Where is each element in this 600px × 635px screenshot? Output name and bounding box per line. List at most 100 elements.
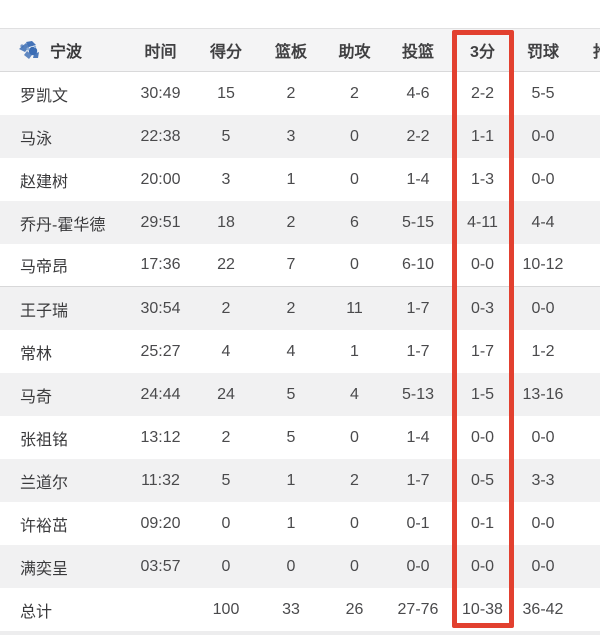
stat-ft: 13-16 <box>522 385 564 403</box>
stat-reb: 1 <box>286 170 296 188</box>
player-name: 马奇 <box>20 388 53 406</box>
col-header-pts: 得分 <box>209 44 242 61</box>
box-score-table[interactable]: 宁波 时间得分篮板助攻投篮3分罚球抢 罗凯文30:4915224-62-25-5… <box>0 28 600 631</box>
stat-ast: 11 <box>346 299 363 317</box>
stat-reb: 4 <box>286 342 296 360</box>
stat-fg: 5-15 <box>401 213 435 231</box>
stat-fg: 1-7 <box>406 342 430 360</box>
table-body: 罗凯文 30:49 15 2 2 4-6 2-2 5-5 马泳 22:38 5 3 0 2-2 1-1 0-0… <box>0 72 600 631</box>
stat-time: 24:44 <box>140 385 181 403</box>
stat-ft: 5-5 <box>531 84 555 102</box>
player-name: 乔丹-霍华德 <box>20 216 106 234</box>
stat-fg: 27-76 <box>397 600 439 618</box>
stat-fg: 1-4 <box>406 170 430 188</box>
stat-pts: 24 <box>217 385 235 403</box>
stat-tp: 0-0 <box>470 557 495 575</box>
player-row: 许裕茁 09:20 0 1 0 0-1 0-1 0-0 <box>0 502 600 545</box>
stat-tp: 4-11 <box>467 213 498 231</box>
table-header-row: 宁波 时间 得分 篮板 助攻 投篮 3分 罚球抢 <box>0 28 600 72</box>
col-header-time: 时间 <box>144 44 177 61</box>
stat-reb: 1 <box>286 471 296 489</box>
stat-reb: 33 <box>282 600 300 618</box>
stat-tp: 2-2 <box>470 84 495 102</box>
stat-ft: 4-4 <box>531 213 555 231</box>
top-whitespace <box>0 0 600 28</box>
stat-pts: 2 <box>221 428 231 446</box>
stat-fg: 1-7 <box>406 299 430 317</box>
player-name: 马帝昂 <box>20 259 69 276</box>
stat-tp: 0-3 <box>470 299 495 317</box>
stat-fg: 4-6 <box>406 84 430 102</box>
stat-pts: 100 <box>212 600 240 618</box>
stat-pts: 2 <box>221 299 231 317</box>
player-name: 兰道尔 <box>20 474 69 492</box>
player-row: 赵建树 20:00 3 1 0 1-4 1-3 0-0 <box>0 158 600 201</box>
stat-ast: 0 <box>350 127 359 145</box>
player-row: 罗凯文 30:49 15 2 2 4-6 2-2 5-5 <box>0 72 600 115</box>
stat-tp: 1-1 <box>470 127 495 145</box>
stat-tp: 1-3 <box>470 170 495 188</box>
stat-ft: 3-3 <box>531 471 555 489</box>
stat-ft: 10-12 <box>522 256 564 273</box>
col-header-partial: 抢 <box>571 38 600 62</box>
stat-ast: 0 <box>350 170 359 188</box>
stat-tp: 1-5 <box>470 385 495 403</box>
stat-time: 11:32 <box>141 471 180 489</box>
stat-time: 09:20 <box>140 514 181 532</box>
player-row: 马奇 24:44 24 5 4 5-13 1-5 13-16 <box>0 373 600 416</box>
stat-reb: 1 <box>286 514 296 532</box>
stat-ast: 26 <box>345 600 364 618</box>
player-row: 兰道尔 11:32 5 1 2 1-7 0-5 3-3 <box>0 459 600 502</box>
stat-fg: 1-4 <box>406 428 430 446</box>
player-name: 许裕茁 <box>20 517 69 535</box>
stat-ft: 0-0 <box>531 557 555 575</box>
player-name: 马泳 <box>20 130 53 148</box>
stat-pts: 5 <box>221 471 231 489</box>
player-row: 王子瑞 30:54 2 2 11 1-7 0-3 0-0 <box>0 287 600 330</box>
stat-pts: 0 <box>221 514 231 532</box>
stat-pts: 4 <box>221 342 231 360</box>
stat-pts: 15 <box>217 84 235 102</box>
stat-time: 29:51 <box>140 213 181 231</box>
stat-ast: 0 <box>350 428 359 446</box>
stat-ast: 6 <box>350 213 359 231</box>
stat-reb: 3 <box>286 127 296 145</box>
totals-label: 总计 <box>20 603 53 621</box>
stat-time: 13:12 <box>140 428 181 446</box>
stat-ast: 0 <box>350 256 359 273</box>
stat-time: 30:54 <box>140 299 181 317</box>
stat-reb: 2 <box>286 299 296 317</box>
stat-time: 25:27 <box>140 342 181 360</box>
stat-reb: 2 <box>286 213 296 231</box>
stat-ft: 0-0 <box>531 514 555 532</box>
stat-ast: 2 <box>350 84 359 102</box>
stat-reb: 0 <box>286 557 296 575</box>
stat-fg: 0-1 <box>406 514 430 532</box>
team-header-cell[interactable]: 宁波 <box>0 38 128 62</box>
player-row: 常林 25:27 4 4 1 1-7 1-7 1-2 <box>0 330 600 373</box>
player-name: 常林 <box>20 345 53 363</box>
stat-ft: 0-0 <box>531 127 555 145</box>
stat-ast: 1 <box>350 342 359 360</box>
stat-ft: 0-0 <box>531 299 555 317</box>
stat-ast: 2 <box>350 471 359 489</box>
player-name: 张祖铭 <box>20 431 69 449</box>
stat-fg: 6-10 <box>401 256 435 273</box>
totals-row: 总计 100 33 26 27-76 10-38 36-42 <box>0 588 600 631</box>
stat-tp: 0-0 <box>470 428 495 446</box>
col-header-ft: 罚球 <box>526 44 559 61</box>
stat-tp: 0-5 <box>470 471 495 489</box>
stat-time: 20:00 <box>140 170 181 188</box>
team-name: 宁波 <box>50 44 83 61</box>
stat-tp: 10-38 <box>462 600 503 618</box>
stat-reb: 2 <box>286 84 296 102</box>
stat-fg: 1-7 <box>406 471 430 489</box>
stat-tp: 1-7 <box>470 342 495 360</box>
stat-ft: 1-2 <box>531 342 555 360</box>
player-row: 马泳 22:38 5 3 0 2-2 1-1 0-0 <box>0 115 600 158</box>
col-header-fg: 投篮 <box>401 44 434 61</box>
stat-reb: 5 <box>286 428 296 446</box>
stat-ft: 0-0 <box>531 170 555 188</box>
stat-reb: 7 <box>286 256 296 273</box>
